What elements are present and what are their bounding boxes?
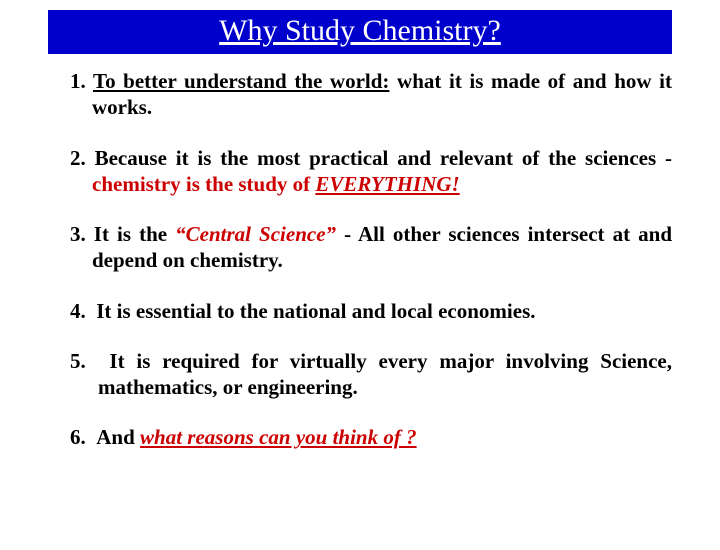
item-emphasis: what reasons can you think of ? <box>140 425 417 449</box>
item-text: It is required for virtually every major… <box>98 349 672 399</box>
list-item: 5. It is required for virtually every ma… <box>48 348 672 401</box>
item-emphasis-strong: EVERYTHING! <box>315 172 459 196</box>
list-item: 1. To better understand the world: what … <box>48 68 672 121</box>
item-number: 4. <box>70 299 86 323</box>
item-lead: Because it is the most practical and rel… <box>86 146 672 170</box>
item-number: 1. <box>70 69 86 93</box>
item-number: 5. <box>70 349 86 373</box>
page-title: Why Study Chemistry? <box>219 14 501 47</box>
item-text: It is essential to the national and loca… <box>96 299 535 323</box>
content-area: 1. To better understand the world: what … <box>0 54 720 451</box>
list-item: 3. It is the “Central Science” - All oth… <box>48 221 672 274</box>
item-lead: It is the <box>86 222 175 246</box>
item-number: 6. <box>70 425 86 449</box>
list-item: 2. Because it is the most practical and … <box>48 145 672 198</box>
item-quote: “Central Science” <box>175 222 336 246</box>
item-lead: To better understand the world: <box>93 69 389 93</box>
item-number: 2. <box>70 146 86 170</box>
list-item: 6. And what reasons can you think of ? <box>48 424 672 450</box>
item-emphasis: chemistry is the study of <box>92 172 315 196</box>
list-item: 4. It is essential to the national and l… <box>48 298 672 324</box>
item-lead: And <box>96 425 140 449</box>
title-bar: Why Study Chemistry? <box>48 10 672 54</box>
item-number: 3. <box>70 222 86 246</box>
